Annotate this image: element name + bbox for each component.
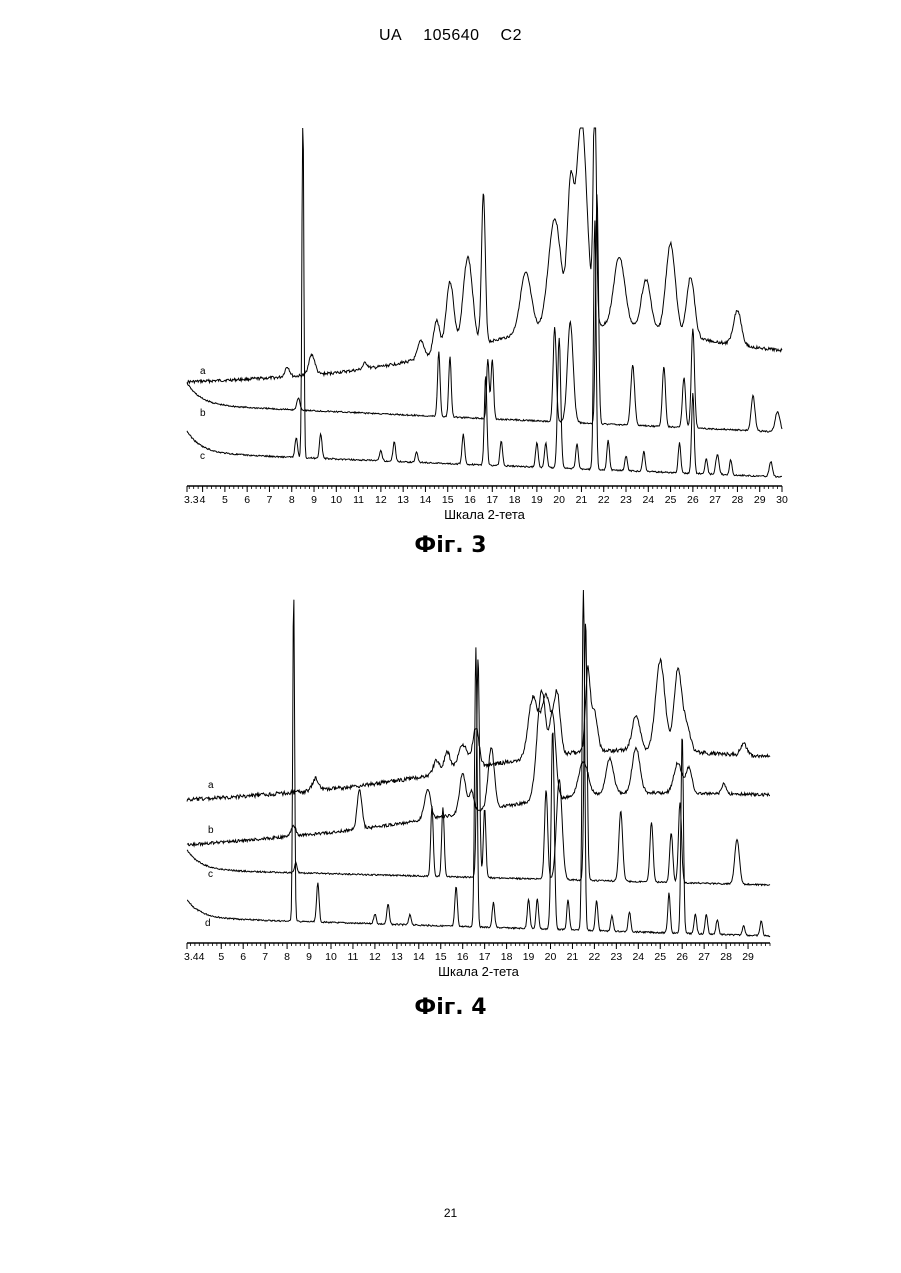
- x-tick-label: 30: [776, 494, 788, 506]
- x-tick-label: 8: [289, 494, 295, 506]
- x-tick-label: 15: [442, 494, 454, 506]
- x-tick-label: 25: [654, 951, 666, 963]
- x-tick-label: 10: [330, 494, 342, 506]
- figure-4-caption: Фіг. 4: [0, 995, 901, 1020]
- x-tick-label: 7: [267, 494, 273, 506]
- x-tick-label: 6: [240, 951, 246, 963]
- curve-label-a: a: [200, 366, 206, 377]
- curve-label-c: c: [200, 451, 205, 462]
- x-tick-label: 28: [732, 494, 744, 506]
- x-axis-title: Шкала 2-тета: [444, 507, 526, 522]
- x-tick-label: 9: [311, 494, 317, 506]
- x-tick-label: 17: [479, 951, 491, 963]
- curve-label-b: b: [208, 825, 214, 836]
- curve-label-b: b: [200, 408, 206, 419]
- country-code: UA: [379, 27, 402, 44]
- x-tick-label: 24: [632, 951, 644, 963]
- x-tick-label: 4: [200, 494, 206, 506]
- figure-3-caption: Фіг. 3: [0, 533, 901, 558]
- x-tick-label: 18: [501, 951, 513, 963]
- x-tick-label: 20: [553, 494, 565, 506]
- pattern-curve-d: [187, 590, 770, 937]
- figure-3-xrd-chart: 3.34 5 6 7 8 9 10 11 12 13 14 15 16 17 18 19 20 21 22 23 24 2…: [0, 120, 901, 520]
- x-tick-label: 28: [720, 951, 732, 963]
- x-tick-label: 19: [531, 494, 543, 506]
- x-tick-label: 26: [687, 494, 699, 506]
- curve-label-c: c: [208, 869, 213, 880]
- x-tick-label: 29: [754, 494, 766, 506]
- x-tick-label: 21: [576, 494, 588, 506]
- x-tick-label: 27: [709, 494, 721, 506]
- x-tick-label: 23: [620, 494, 632, 506]
- x-tick-label: 26: [676, 951, 688, 963]
- x-tick-label: 17: [486, 494, 498, 506]
- x-tick-label: 3.44: [184, 951, 205, 963]
- x-tick-label: 14: [413, 951, 425, 963]
- x-tick-label: 24: [642, 494, 654, 506]
- x-tick-label: 13: [391, 951, 403, 963]
- figure-4-xrd-chart: 3.44 5 6 7 8 9 10 11 12 13 14 15 16 17 18 19 20 21 22 23 24 2…: [0, 580, 901, 980]
- x-tick-label: 12: [369, 951, 381, 963]
- x-tick-label: 9: [306, 951, 312, 963]
- patent-number: 105640: [423, 27, 479, 44]
- x-tick-label: 23: [611, 951, 623, 963]
- x-tick-label: 6: [244, 494, 250, 506]
- x-tick-label: 10: [325, 951, 337, 963]
- x-tick-label: 21: [567, 951, 579, 963]
- x-tick-label: 7: [262, 951, 268, 963]
- x-tick-label: 22: [598, 494, 610, 506]
- x-tick-label: 16: [464, 494, 476, 506]
- x-tick-label: 16: [457, 951, 469, 963]
- x-tick-label: 8: [284, 951, 290, 963]
- x-tick-label: 22: [589, 951, 601, 963]
- pattern-curve-a: [187, 128, 782, 383]
- x-tick-label: 3.3: [184, 494, 199, 506]
- x-tick-label: 25: [665, 494, 677, 506]
- x-tick-label: 5: [218, 951, 224, 963]
- curve-label-d: d: [205, 918, 211, 929]
- x-axis-title: Шкала 2-тета: [438, 964, 520, 979]
- x-tick-label: 29: [742, 951, 754, 963]
- x-tick-label: 13: [397, 494, 409, 506]
- x-tick-label: 12: [375, 494, 387, 506]
- x-tick-label: 20: [545, 951, 557, 963]
- patent-header: UA 105640 C2: [0, 27, 901, 45]
- x-tick-label: 14: [420, 494, 432, 506]
- x-tick-label: 18: [509, 494, 521, 506]
- curve-label-a: a: [208, 780, 214, 791]
- x-tick-label: 11: [347, 951, 358, 963]
- pattern-curve-c: [187, 128, 782, 477]
- page-number: 21: [0, 1206, 901, 1220]
- x-tick-label: 27: [698, 951, 710, 963]
- x-tick-label: 15: [435, 951, 447, 963]
- x-tick-label: 5: [222, 494, 228, 506]
- x-tick-label: 19: [523, 951, 535, 963]
- x-tick-label: 11: [353, 494, 364, 506]
- patent-kind: C2: [501, 27, 522, 44]
